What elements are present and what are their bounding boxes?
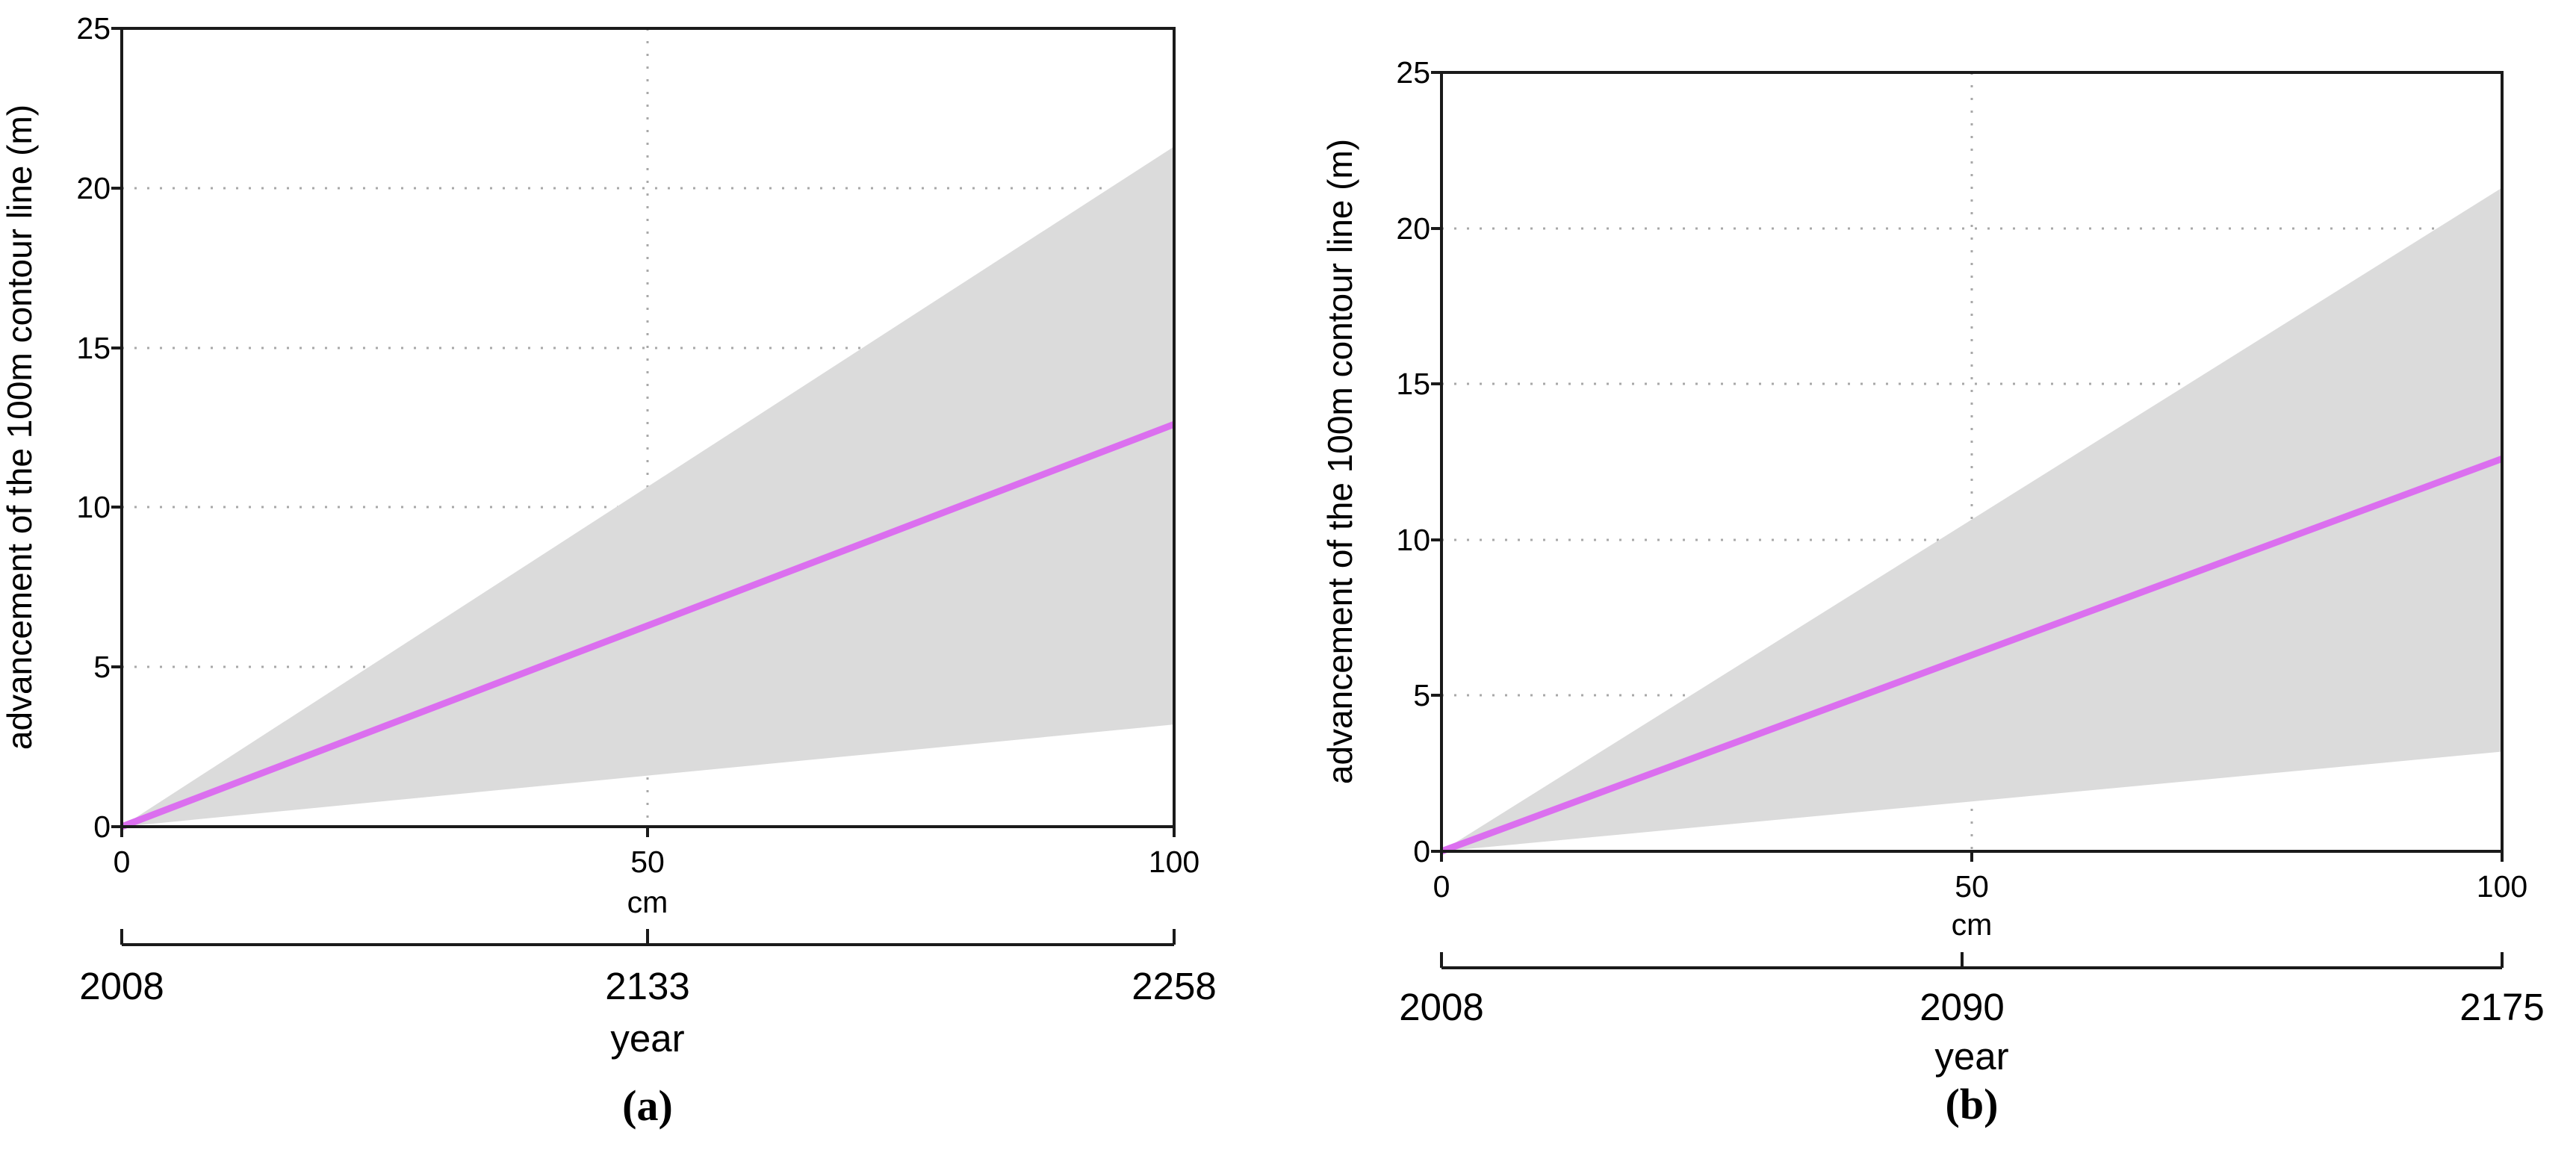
year-tick-label: 2133 — [605, 965, 689, 1007]
y-tick-label: 15 — [1396, 367, 1430, 401]
panel-b-axis-ticks — [1431, 71, 2504, 862]
year-tick-label: 2175 — [2459, 986, 2544, 1028]
y-tick-label: 5 — [93, 650, 111, 684]
year-tick-label: 2008 — [1399, 986, 1483, 1028]
y-tick-label: 25 — [76, 11, 111, 46]
panel-b-x-axis-title: cm — [1952, 907, 1993, 942]
y-tick-label: 10 — [1396, 523, 1430, 557]
x-tick-label: 0 — [1433, 869, 1450, 904]
panel-a-axis-ticks — [111, 27, 1176, 837]
panel-a-x-tick-labels: 0 50 100 — [114, 845, 1200, 879]
year-tick-label: 2008 — [79, 965, 164, 1007]
panel-a-y-tick-labels: 0 5 10 15 20 25 — [76, 11, 111, 844]
panel-b-year-axis-title: year — [1934, 1035, 2008, 1078]
y-tick-label: 5 — [1413, 678, 1430, 712]
panel-b-x-tick-labels: 0 50 100 — [1433, 869, 2528, 904]
panel-a-year-tick-labels: 2008 2133 2258 — [79, 965, 1216, 1007]
x-tick-label: 0 — [114, 845, 131, 879]
panel-b-y-axis-title: advancement of the 100m contour line (m) — [1320, 139, 1359, 784]
panel-a-x-axis-title: cm — [627, 885, 668, 919]
y-tick-label: 20 — [76, 171, 111, 205]
panel-b-median-line — [1440, 456, 2504, 855]
panel-b-year-tick-labels: 2008 2090 2175 — [1399, 986, 2544, 1028]
panel-a-caption: (a) — [622, 1081, 673, 1130]
y-tick-label: 0 — [1413, 834, 1430, 868]
year-tick-label: 2090 — [1919, 986, 2004, 1028]
y-tick-label: 15 — [76, 331, 111, 365]
y-tick-label: 10 — [76, 490, 111, 524]
panel-a-year-axis — [120, 929, 1176, 946]
panel-a-y-axis-title: advancement of the 100m contour line (m) — [0, 105, 39, 750]
year-tick-label: 2258 — [1132, 965, 1216, 1007]
panel-b-year-axis — [1440, 952, 2504, 969]
panel-a: 0 5 10 15 20 25 0 50 100 cm 2008 2133 22… — [0, 11, 1217, 1130]
y-tick-label: 25 — [1396, 55, 1430, 90]
panel-b-y-tick-labels: 0 5 10 15 20 25 — [1396, 55, 1430, 868]
y-tick-label: 20 — [1396, 211, 1430, 246]
y-tick-label: 0 — [93, 809, 111, 844]
x-tick-label: 50 — [1955, 869, 1989, 904]
x-tick-label: 100 — [2477, 869, 2527, 904]
panel-a-median-line — [120, 421, 1176, 830]
panel-b-uncertainty-band — [1441, 187, 2502, 851]
x-tick-label: 100 — [1149, 845, 1199, 879]
panel-a-uncertainty-band — [122, 146, 1174, 827]
x-tick-label: 50 — [630, 845, 665, 879]
panel-b: 0 5 10 15 20 25 0 50 100 cm 2008 2090 21… — [1320, 55, 2545, 1128]
panel-b-caption: (b) — [1946, 1080, 1999, 1128]
panel-a-year-axis-title: year — [610, 1017, 684, 1060]
